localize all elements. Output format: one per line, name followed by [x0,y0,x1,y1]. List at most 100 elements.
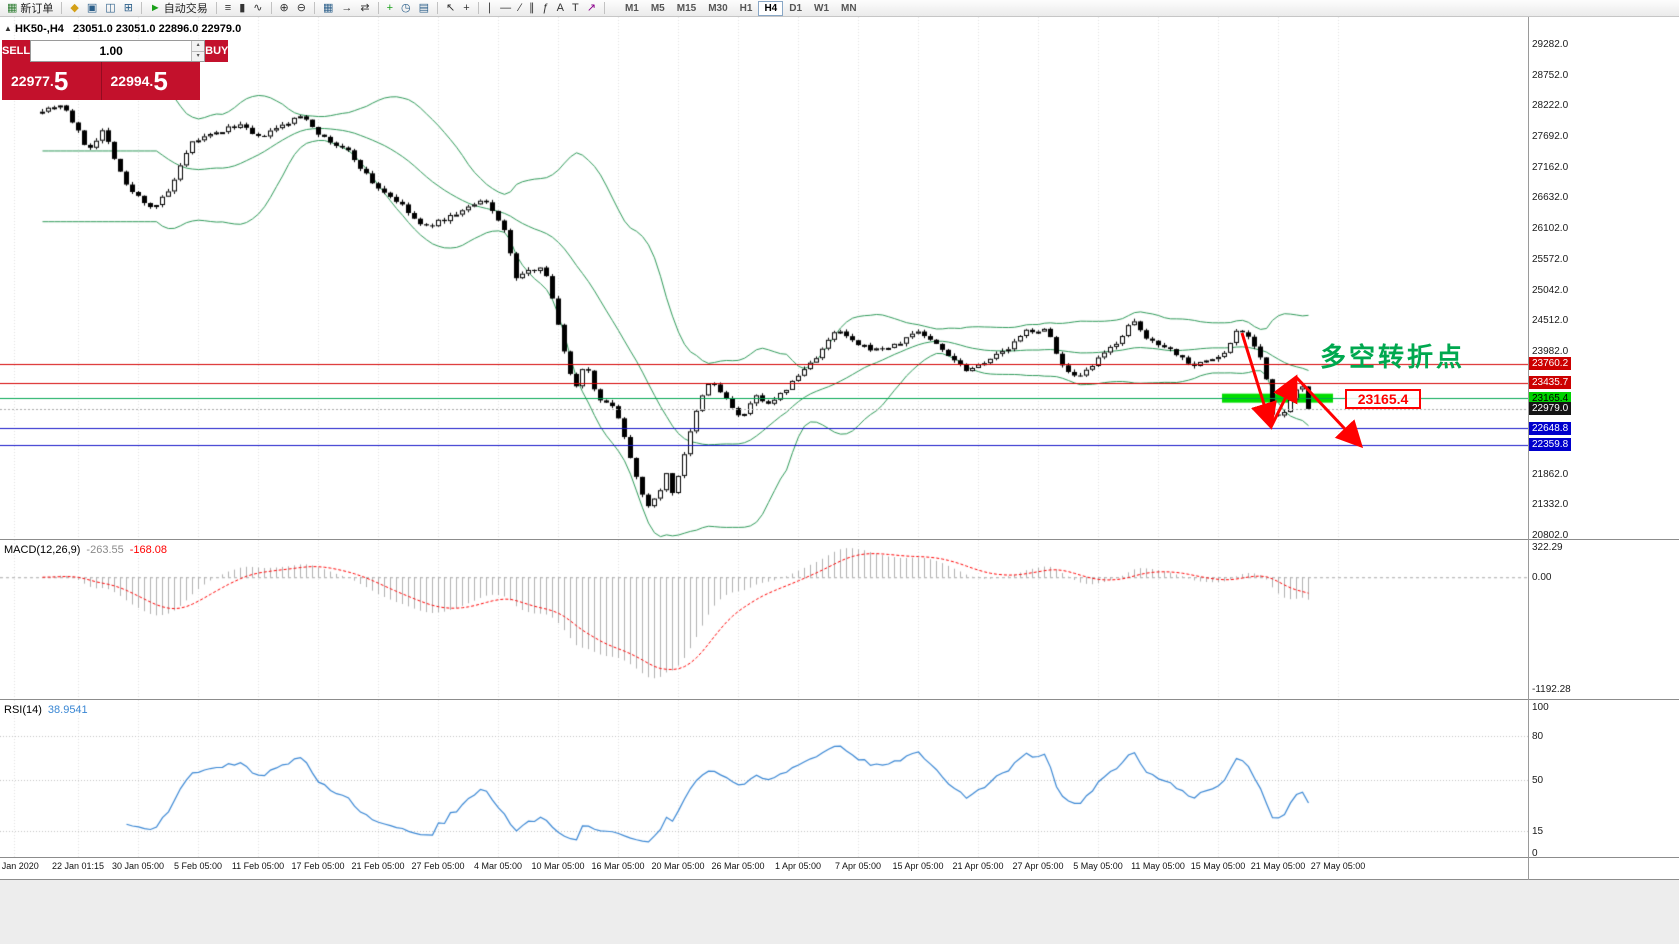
arrows-button[interactable]: ↗ [583,1,600,16]
price-level-tag: 22648.8 [1529,421,1572,435]
candlestick-chart-button[interactable]: ▮ [235,1,249,16]
time-axis-label: 21 Apr 05:00 [952,861,1004,871]
market-watch-button[interactable]: ◆ [66,1,82,16]
zoom-out-button[interactable]: ⊖ [293,1,310,16]
horizontal-line-button[interactable]: — [496,1,515,16]
price-axis-separator [1528,17,1529,880]
periods-button[interactable]: ◷ [397,1,415,16]
timeframe-m15-button[interactable]: M15 [676,2,697,14]
chart-shift-button[interactable]: ⇄ [356,1,373,16]
crosshair-button[interactable]: + [459,1,473,16]
pane-divider [0,699,1679,700]
one-click-panel-toggle-icon[interactable]: ▲ [4,24,12,33]
time-axis-label: 30 Jan 05:00 [111,861,165,871]
price-level-tag: 23760.2 [1529,357,1572,371]
macd-axis-label: 322.29 [1532,542,1563,553]
sell-price-main: 22977. [11,73,54,89]
price-axis-label: 21862.0 [1532,468,1569,480]
timeframe-m30-button[interactable]: M30 [708,2,728,14]
time-axis-label: 15 May 05:00 [1190,861,1246,871]
rsi-axis-label: 50 [1532,775,1544,786]
zoom-out-icon: ⊖ [296,1,306,14]
time-axis-label: 5 Feb 05:00 [173,861,223,871]
time-axis-label: 11 Feb 05:00 [231,861,285,871]
timeframe-m1-button[interactable]: M1 [624,2,639,14]
rsi-value: 38.9541 [47,704,88,716]
window-bottom-area [0,880,1679,944]
volume-up-button[interactable]: ▴ [192,41,205,52]
zoom-in-button[interactable]: ⊕ [276,1,293,16]
templates-button[interactable]: ▤ [415,1,433,16]
timeframe-toolbar: M1 M5 M15 M30 H1 H4 D1 W1 MN [619,0,863,16]
timeframe-h4-button[interactable]: H4 [758,0,784,16]
indicators-icon: + [386,1,393,14]
toolbar-separator [215,2,217,14]
rsi-axis-label: 100 [1532,702,1549,713]
timeframe-m5-button[interactable]: M5 [650,2,665,14]
time-axis-label: 5 May 05:00 [1073,861,1123,871]
time-axis-label: 22 Jan 01:15 [51,861,105,871]
price-chart-canvas[interactable] [0,17,1528,540]
vertical-line-button[interactable]: ∣ [483,1,497,16]
toolbar-separator [313,2,315,14]
tile-windows-button[interactable]: ▦ [319,1,337,16]
sell-price-big-digit: 5 [53,66,69,96]
time-axis-label: 27 Apr 05:00 [1012,861,1064,871]
data-window-icon: ▣ [86,1,98,14]
fibonacci-button[interactable]: ƒ [539,1,553,16]
toolbar-separator [61,2,63,14]
new-order-button[interactable]: ▦ 新订单 [3,1,57,16]
time-axis-label: 17 Feb 05:00 [291,861,345,871]
price-axis-label: 27692.0 [1532,131,1569,143]
sell-button[interactable]: SELL [2,40,31,62]
bar-chart-icon: ≡ [224,1,232,14]
toolbar-separator [603,2,605,14]
terminal-button[interactable]: ⊞ [120,1,137,16]
rsi-header: RSI(14) 38.9541 [4,704,94,716]
rsi-indicator-canvas[interactable] [0,700,1528,858]
volume-down-button[interactable]: ▾ [192,51,205,61]
text-button[interactable]: A [553,1,568,16]
timeframe-mn-button[interactable]: MN [841,2,857,14]
one-click-trading-panel: SELL ▴ ▾ BUY 22977.5 22994.5 [2,40,229,100]
auto-scroll-button[interactable]: → [337,1,356,16]
auto-trading-icon: ► [149,1,161,14]
ohlc-values: 23051.0 23051.0 22896.0 22979.0 [72,23,242,35]
channel-button[interactable]: ∥ [525,1,539,16]
toolbar-separator [437,2,439,14]
trendline-icon: ∕ [519,1,522,14]
cursor-icon: ↖ [446,1,456,14]
auto-trading-button[interactable]: ► 自动交易 [146,1,212,16]
line-chart-button[interactable]: ∿ [249,1,266,16]
time-axis-label: 10 Mar 05:00 [531,861,585,871]
data-window-button[interactable]: ▣ [83,1,101,16]
indicators-button[interactable]: + [383,1,397,16]
buy-price-main: 22994. [110,73,154,89]
macd-indicator-canvas[interactable] [0,540,1528,700]
timeframe-w1-button[interactable]: W1 [814,2,830,14]
trendline-button[interactable]: ∕ [515,1,525,16]
navigator-button[interactable]: ◫ [101,1,119,16]
price-level-tag: 23435.7 [1529,376,1572,389]
volume-input[interactable] [31,41,192,61]
label-button[interactable]: T [568,1,583,16]
price-axis-label: 20802.0 [1532,530,1569,541]
rsi-name: RSI(14) [4,704,42,716]
timeframe-d1-button[interactable]: D1 [789,2,803,14]
time-axis-label: 27 May 05:00 [1310,861,1366,871]
time-axis-label: 20 Mar 05:00 [651,861,705,871]
rsi-axis-label: 15 [1532,826,1544,838]
market-watch-icon: ◆ [70,1,79,14]
price-axis-label: 24512.0 [1532,315,1569,327]
toolbar-buttons: ▦ 新订单 ◆ ▣ ◫ ⊞ ► 自动交易 ≡ ▮ ∿ ⊕ ⊖ ▦ → ⇄ + ◷ ▤ ↖ + ∣ — ∕ ∥ ƒ A T ↗ [3,0,609,17]
time-axis-label: 16 Mar 05:00 [591,861,645,871]
bar-chart-button[interactable]: ≡ [221,1,235,16]
price-axis-label: 26102.0 [1532,223,1569,235]
tile-windows-icon: ▦ [322,1,334,14]
periods-icon: ◷ [401,1,411,14]
toolbar-separator [477,2,479,14]
fibonacci-icon: ƒ [542,1,549,14]
timeframe-h1-button[interactable]: H1 [739,2,753,14]
buy-button[interactable]: BUY [205,40,229,62]
cursor-button[interactable]: ↖ [442,1,459,16]
